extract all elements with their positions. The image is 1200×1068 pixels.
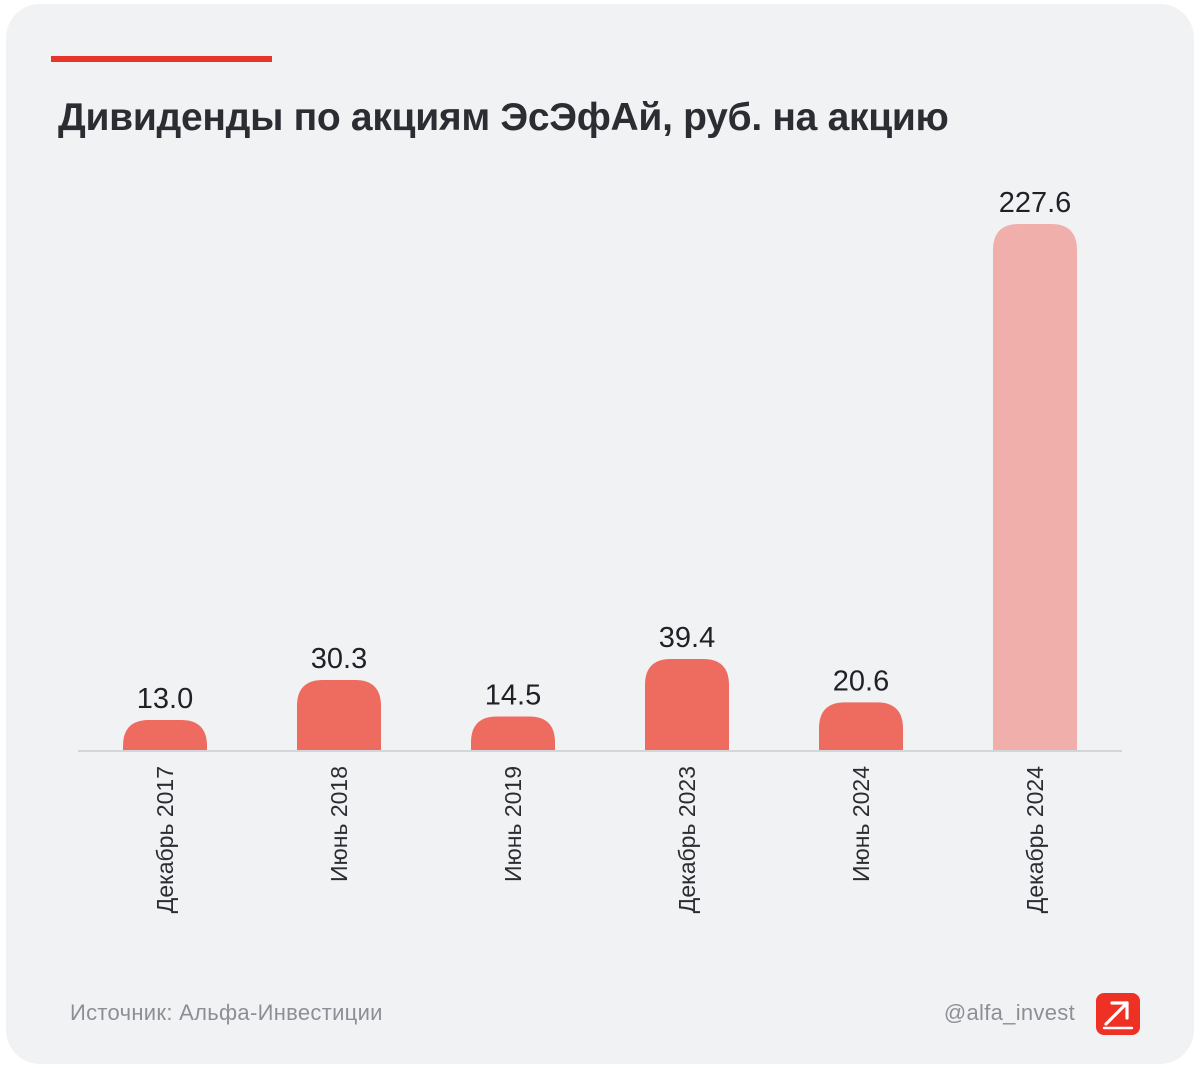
bar-value-label-3: 39.4 (659, 622, 715, 654)
category-label-2: Июнь 2019 (500, 766, 526, 882)
bar-value-label-4: 20.6 (833, 665, 889, 697)
bar-5 (993, 224, 1077, 750)
title-accent-line (51, 56, 272, 62)
bar-value-label-1: 30.3 (311, 643, 367, 675)
category-label-0: Декабрь 2017 (152, 766, 178, 913)
category-label-5: Декабрь 2024 (1022, 766, 1048, 913)
bar-value-label-2: 14.5 (485, 679, 541, 711)
alfa-logo-icon (1096, 993, 1140, 1035)
bar-value-label-5: 227.6 (999, 187, 1072, 219)
category-label-1: Июнь 2018 (326, 766, 352, 882)
category-label-4: Июнь 2024 (848, 766, 874, 882)
bar-3 (645, 658, 729, 750)
source-text: Источник: Альфа-Инвестиции (70, 1000, 383, 1025)
bar-4 (819, 702, 903, 750)
social-handle[interactable]: @alfa_invest (943, 1000, 1075, 1025)
bar-1 (297, 679, 381, 750)
category-label-3: Декабрь 2023 (674, 766, 700, 913)
bar-2 (471, 716, 555, 750)
chart-title: Дивиденды по акциям ЭсЭфАй, руб. на акци… (58, 96, 949, 139)
bar-0 (123, 719, 207, 750)
bar-value-label-0: 13.0 (137, 683, 193, 715)
